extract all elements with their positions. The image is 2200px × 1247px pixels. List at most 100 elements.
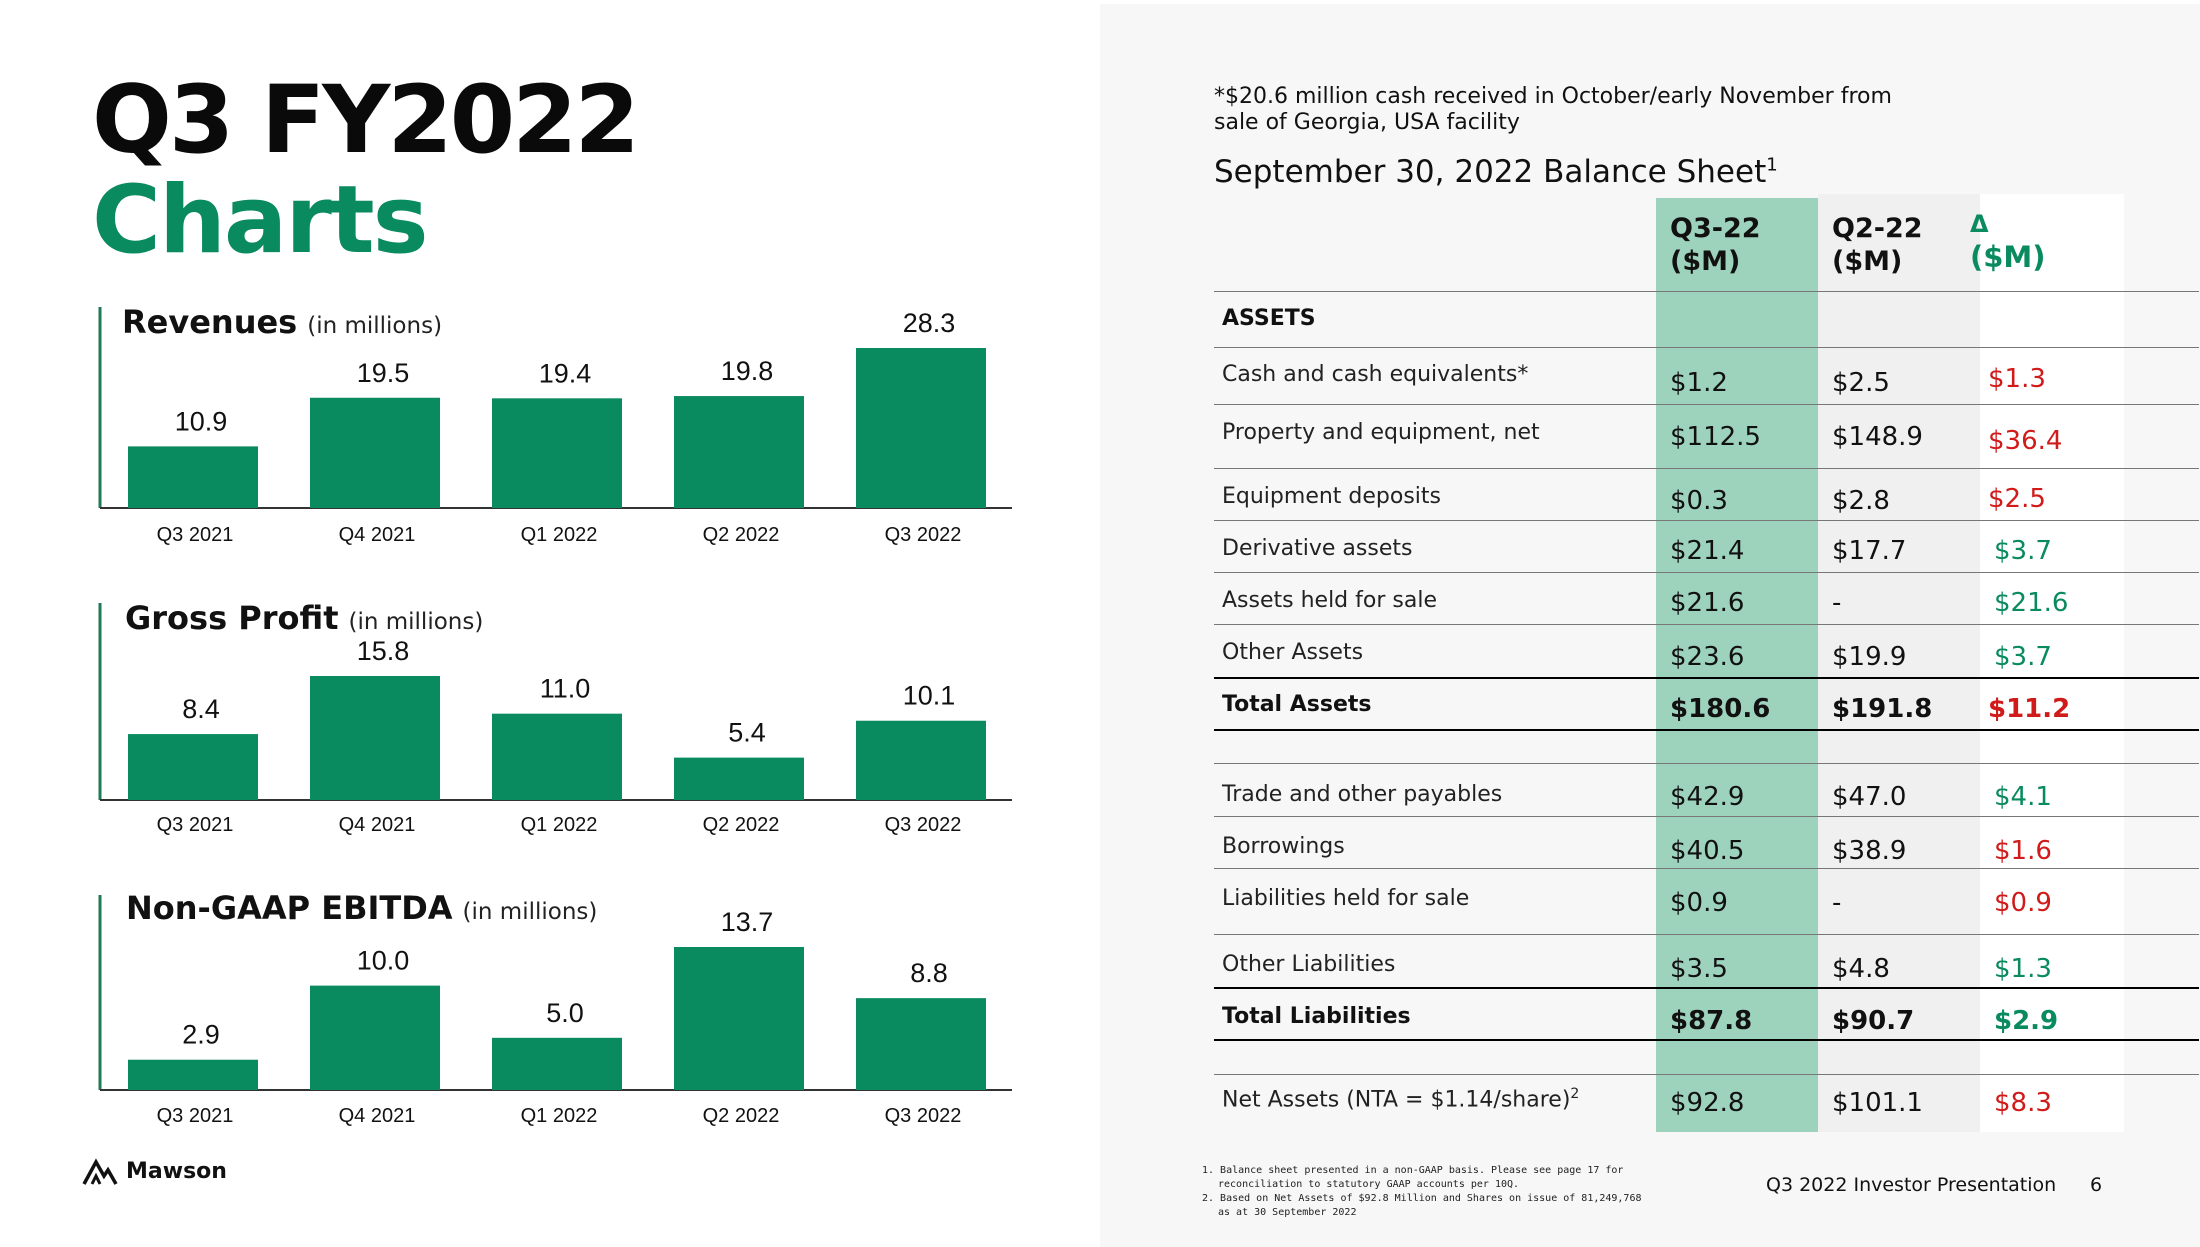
row-delta-value: $3.7 [1994,642,2052,672]
row-q2-value: $101.1 [1832,1088,1923,1118]
rule [1214,347,2199,348]
footnote-2: 2. Based on Net Assets of $92.8 Million … [1202,1193,1642,1218]
row-q2-value: $2.5 [1832,368,1890,398]
x-tick-label: Q4 2021 [339,524,416,546]
chart-title: Non-GAAP EBITDA (in millions) [126,889,597,927]
x-tick-label: Q3 2021 [157,814,234,836]
row-delta-value: $1.6 [1994,836,2052,866]
chart-title-main: Gross Profit [125,599,339,637]
row-q2-value: $90.7 [1832,1006,1915,1036]
footer-text: Q3 2022 Investor Presentation [1766,1174,2057,1196]
row-q2-value: - [1832,588,1842,618]
bar [856,348,986,508]
row-q2-value: - [1832,888,1842,918]
row-delta-value: $36.4 [1988,426,2063,456]
row-delta-value: $21.6 [1994,588,2069,618]
row-label: Derivative assets [1222,536,1413,561]
row-q2-value: $47.0 [1832,782,1907,812]
bar [492,713,622,800]
bar-value-label: 19.8 [721,356,774,386]
bar-value-label: 8.4 [182,694,220,724]
bar-value-label: 10.9 [175,406,228,436]
row-q2-value: $2.8 [1832,486,1890,516]
chart-title: Revenues (in millions) [122,303,442,341]
rule [1214,729,2199,731]
section-assets-label: ASSETS [1222,306,1316,331]
x-tick-label: Q2 2022 [703,814,780,836]
row-label: Other Assets [1222,640,1364,665]
bar-value-label: 10.1 [903,681,956,711]
bar [856,720,986,800]
chart-title: Gross Profit (in millions) [125,599,483,637]
bar-value-label: 19.5 [357,358,410,388]
revenues-chart: Revenues (in millions) 10.9 Q3 2021 19.5 Q4 2… [98,303,1012,546]
header-delta-line1: Δ [1970,210,1989,238]
row-delta-value: $2.9 [1994,1006,2059,1036]
bar-value-label: 19.4 [539,358,592,388]
x-tick-label: Q1 2022 [521,524,598,546]
row-q3-value: $21.6 [1670,588,1745,618]
chart-title-sub: (in millions) [463,899,598,925]
gross-profit-chart: Gross Profit (in millions) 8.4 Q3 2021 15.8 Q… [98,599,1012,836]
row-q2-value: $17.7 [1832,536,1907,566]
rule [1214,404,2199,405]
header-q2-line1: Q2-22 [1832,213,1923,244]
row-q2-value: $148.9 [1832,422,1923,452]
bar-value-label: 5.4 [728,718,766,748]
bar [310,397,440,508]
row-label: Total Liabilities [1222,1004,1411,1029]
header-q3-line1: Q3-22 [1670,213,1761,244]
brand-logo: Mawson [82,1156,227,1186]
row-label: Cash and cash equivalents* [1222,362,1529,387]
row-q2-value: $38.9 [1832,836,1907,866]
page-number: 6 [2090,1174,2103,1196]
chart-title-main: Non-GAAP EBITDA [126,889,453,927]
row-label: Total Assets [1222,692,1372,717]
chart-title-main: Revenues [122,303,297,341]
bar [128,734,258,800]
rule [1214,468,2199,469]
row-label: Equipment deposits [1222,484,1442,509]
row-delta-value: $1.3 [1988,364,2046,394]
row-label: Borrowings [1222,834,1345,859]
row-q2-value: $191.8 [1832,694,1933,724]
row-q3-value: $112.5 [1670,422,1761,452]
bar-value-label: 8.8 [910,958,948,988]
bar [310,985,440,1090]
balance-sheet-title-text: September 30, 2022 Balance Sheet [1214,154,1767,190]
x-tick-label: Q1 2022 [521,814,598,836]
bar [128,446,258,508]
row-q3-value: $180.6 [1670,694,1771,724]
header-q3: Q3-22 ($M) [1670,212,1761,278]
row-delta-value: $2.5 [1988,484,2046,514]
footnote-1: 1. Balance sheet presented in a non-GAAP… [1202,1165,1624,1190]
row-delta-value: $8.3 [1994,1088,2052,1118]
x-tick-label: Q3 2022 [885,814,962,836]
header-q2: Q2-22 ($M) [1832,212,1923,278]
row-label: Liabilities held for sale [1222,886,1470,911]
row-q3-value: $23.6 [1670,642,1745,672]
row-q3-value: $87.8 [1670,1006,1753,1036]
q2-column-highlight [1818,194,1980,1132]
row-label-sup: 2 [1570,1086,1580,1102]
bar-value-label: 15.8 [357,636,410,666]
x-tick-label: Q3 2021 [157,1105,234,1127]
header-q3-line2: ($M) [1670,246,1741,277]
rule [1214,677,2199,679]
x-tick-label: Q3 2022 [885,1105,962,1127]
x-tick-label: Q4 2021 [339,1105,416,1127]
bar-value-label: 2.9 [182,1020,220,1050]
rule [1214,624,2199,625]
bar [856,998,986,1090]
rule [1214,987,2199,989]
row-q3-value: $3.5 [1670,954,1728,984]
row-label-text: Net Assets (NTA = $1.14/share) [1222,1087,1571,1113]
chart-title-sub: (in millions) [307,313,442,339]
bar [674,947,804,1090]
x-tick-label: Q1 2022 [521,1105,598,1127]
row-delta-value: $3.7 [1994,536,2052,566]
row-delta-value: $1.3 [1994,954,2052,984]
rule [1214,520,2199,521]
bar [492,398,622,508]
row-label: Net Assets (NTA = $1.14/share)2 [1222,1086,1579,1112]
